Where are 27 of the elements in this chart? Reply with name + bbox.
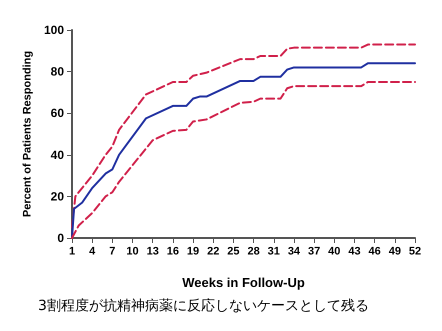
y-tick-label: 60: [50, 106, 64, 120]
text: 3割程度が抗精神病薬に反応しないケースとして残る: [38, 298, 369, 314]
x-tick-label: 19: [186, 246, 200, 258]
x-tick-label: 52: [408, 246, 422, 258]
x-tick-label: 4: [89, 246, 96, 258]
x-tick-label: 31: [268, 246, 280, 258]
x-tick-label: 25: [227, 246, 240, 258]
x-tick-label: 7: [109, 246, 116, 258]
y-axis-title: Percent of Patients Responding: [22, 50, 34, 218]
x-axis-title: Weeks in Follow-Up: [182, 275, 305, 290]
x-tick-label: 37: [308, 246, 320, 258]
y-tick-label: 100: [44, 23, 64, 37]
x-tick-label: 1: [68, 246, 76, 258]
y-tick-label: 40: [50, 148, 64, 162]
y-tick-label: 80: [50, 64, 64, 79]
x-tick-label: 34: [288, 246, 301, 258]
x-tick-label: 13: [146, 246, 159, 258]
x-tick-label: 28: [247, 246, 260, 258]
x-tick-label: 40: [328, 246, 340, 258]
x-tick-label: 43: [348, 246, 361, 258]
x-tick-label: 16: [166, 246, 180, 258]
x-tick-label: 22: [207, 246, 220, 258]
x-tick-label: 49: [388, 246, 401, 258]
y-tick-label: 20: [50, 189, 64, 204]
x-tick-label: 46: [368, 246, 381, 258]
x-tick-label: 10: [126, 246, 139, 258]
y-tick-label: 0: [57, 231, 64, 245]
